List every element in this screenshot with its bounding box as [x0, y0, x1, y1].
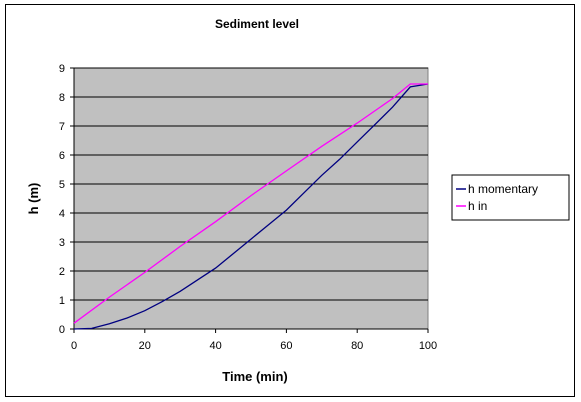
x-tick-label: 80 — [351, 340, 363, 352]
y-tick-label: 0 — [59, 324, 65, 336]
y-tick-label: 9 — [59, 63, 65, 75]
x-axis-label: Time (min) — [222, 369, 288, 384]
series-line-1 — [73, 83, 429, 330]
legend-box — [451, 174, 570, 221]
x-tick-label: 20 — [139, 340, 151, 352]
y-tick-label: 5 — [59, 179, 65, 191]
plot-background — [73, 67, 429, 330]
plot-area — [70, 67, 429, 333]
x-tick-label: 0 — [71, 340, 77, 352]
y-tick-label: 2 — [59, 266, 65, 278]
y-tick-label: 4 — [59, 208, 65, 220]
legend: h momentary h in — [451, 174, 570, 221]
x-tick-label: 60 — [280, 340, 292, 352]
x-tick-label: 100 — [419, 340, 437, 352]
y-tick-label: 3 — [59, 237, 65, 249]
y-tick-label: 8 — [59, 92, 65, 104]
y-tick-label: 1 — [59, 295, 65, 307]
y-axis-label: h (m) — [26, 183, 41, 215]
chart-title: Sediment level — [215, 17, 299, 31]
series-line-2 — [73, 83, 428, 324]
legend-label-1: h momentary — [468, 182, 538, 196]
legend-label-2: h in — [468, 199, 487, 213]
x-tick-label: 40 — [209, 340, 221, 352]
y-tick-label: 7 — [59, 121, 65, 133]
y-tick-label: 6 — [59, 150, 65, 162]
